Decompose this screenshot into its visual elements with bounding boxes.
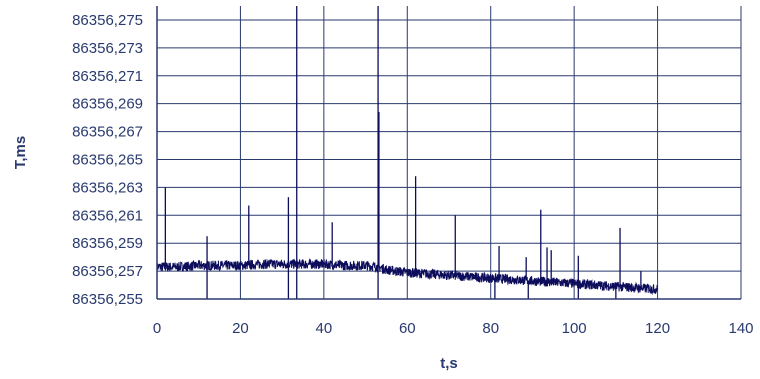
x-tick-label: 120 [645, 320, 670, 337]
x-tick-label: 20 [232, 320, 249, 337]
series-layer [156, 6, 659, 299]
y-tick-label: 86356,269 [72, 96, 143, 113]
grid [157, 6, 742, 299]
series-line [156, 257, 659, 296]
x-tick-label: 100 [562, 320, 587, 337]
y-tick-label: 86356,255 [72, 291, 143, 308]
y-tick-label: 86356,259 [72, 235, 143, 252]
x-tick-label: 80 [482, 320, 499, 337]
tick-labels: 0 20 40 60 80 100 120 140 86356,255 86356,257 8635… [72, 12, 753, 337]
x-axis-title: t,s [440, 355, 458, 372]
y-tick-label: 86356,275 [72, 12, 143, 29]
y-tick-label: 86356,263 [72, 179, 143, 196]
x-tick-label: 140 [728, 320, 753, 337]
x-tick-label: 0 [153, 320, 161, 337]
y-tick-label: 86356,271 [72, 68, 143, 85]
y-tick-label: 86356,265 [72, 151, 143, 168]
y-tick-label: 86356,267 [72, 124, 143, 141]
x-tick-label: 60 [399, 320, 416, 337]
x-tick-label: 40 [316, 320, 333, 337]
y-tick-label: 86356,273 [72, 40, 143, 57]
y-tick-label: 86356,261 [72, 207, 143, 224]
axes [156, 6, 741, 300]
y-axis-title: T,ms [12, 136, 29, 169]
y-tick-label: 86356,257 [72, 263, 143, 280]
